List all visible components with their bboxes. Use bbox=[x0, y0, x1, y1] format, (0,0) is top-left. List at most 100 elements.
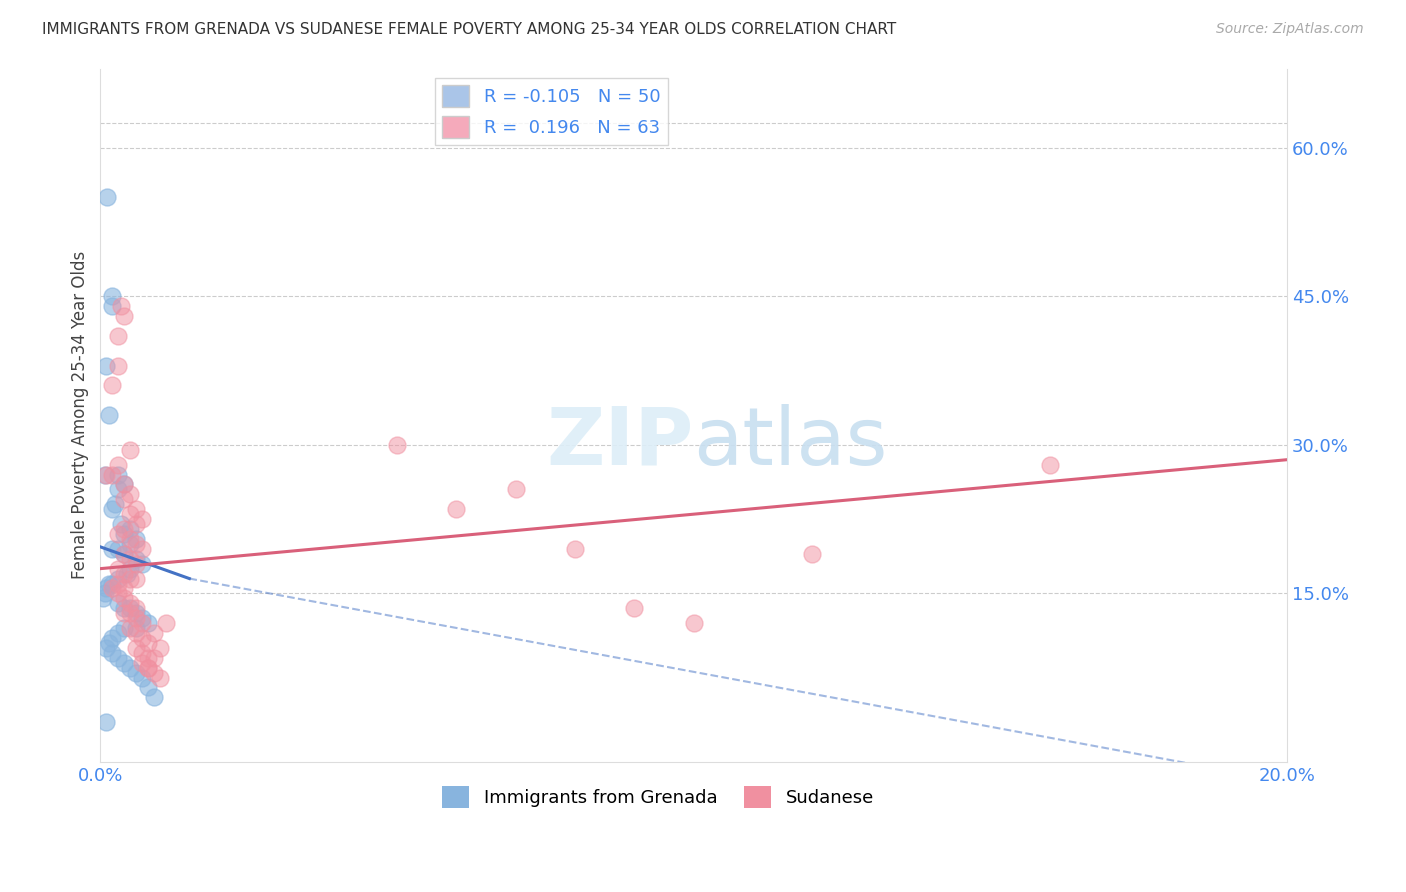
Point bbox=[112, 477, 135, 491]
Point bbox=[125, 557, 148, 571]
Text: ZIP: ZIP bbox=[547, 404, 693, 482]
Text: IMMIGRANTS FROM GRENADA VS SUDANESE FEMALE POVERTY AMONG 25-34 YEAR OLDS CORRELA: IMMIGRANTS FROM GRENADA VS SUDANESE FEMA… bbox=[42, 22, 897, 37]
Point bbox=[142, 690, 165, 705]
Point bbox=[112, 591, 135, 606]
Point bbox=[96, 582, 118, 596]
Point bbox=[125, 551, 148, 566]
Text: Source: ZipAtlas.com: Source: ZipAtlas.com bbox=[1216, 22, 1364, 37]
Point bbox=[131, 631, 153, 645]
Point bbox=[118, 537, 141, 551]
Point bbox=[94, 467, 117, 482]
Point bbox=[112, 492, 135, 507]
Point bbox=[107, 467, 129, 482]
Point bbox=[112, 601, 135, 615]
Point bbox=[101, 299, 124, 313]
Point bbox=[118, 621, 141, 635]
Point bbox=[110, 517, 132, 532]
Point bbox=[101, 646, 124, 660]
Point bbox=[118, 487, 141, 501]
Point bbox=[125, 601, 148, 615]
Point bbox=[107, 359, 129, 373]
Point bbox=[115, 566, 138, 581]
Point bbox=[107, 541, 129, 556]
Point bbox=[1038, 458, 1060, 472]
Point bbox=[155, 616, 177, 631]
Point bbox=[385, 438, 408, 452]
Point bbox=[118, 532, 141, 546]
Point bbox=[107, 562, 129, 576]
Point bbox=[136, 661, 159, 675]
Point bbox=[107, 483, 129, 497]
Point bbox=[112, 522, 135, 536]
Point bbox=[136, 661, 159, 675]
Point bbox=[112, 656, 135, 670]
Point bbox=[131, 541, 153, 556]
Point bbox=[96, 715, 118, 730]
Point bbox=[125, 572, 148, 586]
Point bbox=[505, 483, 527, 497]
Point bbox=[98, 636, 121, 650]
Point bbox=[98, 576, 121, 591]
Point bbox=[125, 517, 148, 532]
Point bbox=[142, 626, 165, 640]
Point bbox=[136, 650, 159, 665]
Point bbox=[446, 502, 468, 516]
Point bbox=[101, 467, 124, 482]
Point bbox=[118, 507, 141, 521]
Point bbox=[107, 650, 129, 665]
Point bbox=[131, 671, 153, 685]
Point bbox=[125, 606, 148, 620]
Point bbox=[107, 626, 129, 640]
Point bbox=[112, 582, 135, 596]
Point bbox=[682, 616, 704, 631]
Point bbox=[101, 631, 124, 645]
Point bbox=[112, 621, 135, 635]
Point bbox=[136, 616, 159, 631]
Point bbox=[125, 640, 148, 655]
Point bbox=[101, 378, 124, 392]
Point bbox=[131, 611, 153, 625]
Point bbox=[112, 309, 135, 323]
Point bbox=[623, 601, 645, 615]
Y-axis label: Female Poverty Among 25-34 Year Olds: Female Poverty Among 25-34 Year Olds bbox=[72, 251, 89, 579]
Point bbox=[96, 190, 118, 204]
Point bbox=[112, 547, 135, 561]
Point bbox=[110, 299, 132, 313]
Point bbox=[101, 541, 124, 556]
Point bbox=[107, 596, 129, 610]
Point bbox=[142, 650, 165, 665]
Point bbox=[125, 532, 148, 546]
Point bbox=[125, 621, 148, 635]
Point bbox=[101, 576, 124, 591]
Text: atlas: atlas bbox=[693, 404, 889, 482]
Point bbox=[125, 537, 148, 551]
Point bbox=[107, 329, 129, 343]
Point bbox=[101, 582, 124, 596]
Point bbox=[91, 591, 114, 606]
Point bbox=[125, 502, 148, 516]
Point bbox=[564, 541, 586, 556]
Point bbox=[118, 661, 141, 675]
Point bbox=[118, 551, 141, 566]
Point bbox=[101, 502, 124, 516]
Point bbox=[136, 681, 159, 695]
Point bbox=[112, 477, 135, 491]
Point bbox=[125, 665, 148, 680]
Point bbox=[131, 656, 153, 670]
Point bbox=[107, 576, 129, 591]
Point bbox=[149, 671, 172, 685]
Point bbox=[96, 640, 118, 655]
Point bbox=[801, 547, 824, 561]
Point bbox=[96, 359, 118, 373]
Point bbox=[149, 640, 172, 655]
Point bbox=[107, 572, 129, 586]
Point bbox=[112, 566, 135, 581]
Point bbox=[96, 467, 118, 482]
Point bbox=[131, 512, 153, 526]
Legend: Immigrants from Grenada, Sudanese: Immigrants from Grenada, Sudanese bbox=[434, 779, 882, 815]
Point bbox=[118, 562, 141, 576]
Point bbox=[112, 547, 135, 561]
Point bbox=[131, 557, 153, 571]
Point bbox=[131, 616, 153, 631]
Point bbox=[104, 497, 127, 511]
